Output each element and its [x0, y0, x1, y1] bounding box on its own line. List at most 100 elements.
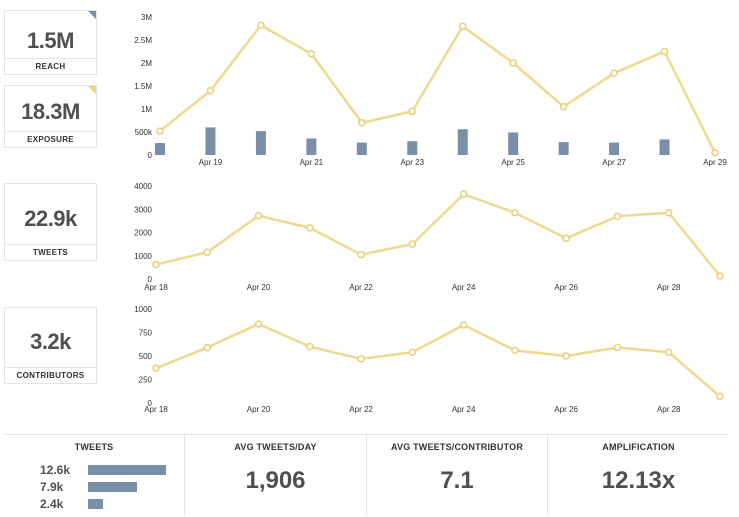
data-point — [408, 348, 417, 356]
data-point — [306, 342, 314, 351]
tweets-breakdown-panel: TWEETS 12.6k 7.9k 2.4k — [4, 435, 185, 515]
x-tick-label: Apr 28 — [657, 405, 681, 414]
data-point — [511, 208, 519, 217]
y-tick-label: 750 — [139, 329, 153, 338]
x-tick-label: Apr 28 — [657, 283, 681, 292]
bar-mark — [508, 132, 519, 155]
amplification-title: AMPLIFICATION — [602, 442, 675, 452]
amplification-panel: AMPLIFICATION 12.13x — [548, 435, 729, 515]
x-tick-label: Apr 23 — [400, 158, 424, 167]
data-point — [613, 343, 622, 352]
series-line — [159, 24, 717, 154]
x-tick-label: Apr 26 — [554, 283, 578, 292]
x-tick-label: Apr 19 — [199, 158, 223, 167]
data-point — [408, 240, 417, 248]
avg-tweets-day-panel: AVG TWEETS/DAY 1,906 — [185, 435, 367, 515]
bar-mark — [457, 129, 468, 155]
exposure-value: 18.3M — [21, 99, 80, 124]
y-tick-label: 0 — [148, 275, 153, 284]
bar-mark — [407, 141, 418, 155]
y-tick-label: 4000 — [134, 182, 152, 191]
data-point — [716, 392, 724, 401]
bar-mark — [155, 143, 165, 155]
data-point — [716, 272, 724, 280]
bar-mark — [356, 142, 367, 155]
tweets-breakdown-title: TWEETS — [74, 442, 114, 452]
x-tick-label: Apr 22 — [349, 405, 373, 414]
y-tick-label: 2.5M — [134, 36, 152, 45]
series-line — [155, 322, 721, 398]
x-tick-label: Apr 29 — [703, 158, 727, 167]
data-point — [254, 212, 263, 220]
tweets-label: TWEETS — [5, 244, 96, 260]
data-point — [152, 364, 160, 372]
contributors-label: CONTRIBUTORS — [5, 367, 96, 383]
reach-label: REACH — [5, 58, 96, 74]
data-point — [562, 234, 570, 243]
bar-mark — [659, 139, 670, 155]
data-point — [559, 102, 568, 111]
data-point — [408, 107, 417, 116]
tweets-breakdown-row-label: 2.4k — [40, 497, 64, 511]
avg-tweets-day-title: AVG TWEETS/DAY — [234, 442, 317, 452]
summary-footer: TWEETS 12.6k 7.9k 2.4k AVG TWEETS/DAY 1,… — [4, 434, 729, 515]
data-point — [613, 212, 622, 220]
x-tick-label: Apr 21 — [300, 158, 324, 167]
data-point — [458, 22, 467, 30]
data-point — [664, 208, 673, 217]
x-tick-label: Apr 22 — [349, 283, 373, 292]
data-point — [610, 69, 618, 77]
y-tick-label: 250 — [139, 376, 153, 385]
exposure-label: EXPOSURE — [5, 131, 96, 147]
avg-tweets-day-value: 1,906 — [245, 467, 306, 494]
data-point — [306, 224, 314, 232]
y-tick-label: 500 — [139, 352, 153, 361]
y-tick-label: 1.5M — [134, 82, 152, 91]
contributors-value: 3.2k — [30, 329, 71, 354]
bar-mark — [255, 131, 266, 155]
x-tick-label: Apr 18 — [144, 405, 168, 414]
data-point — [358, 119, 366, 127]
reach-corner-marker — [88, 11, 96, 19]
data-point — [152, 260, 160, 269]
y-tick-label: 2000 — [134, 229, 152, 238]
data-point — [206, 86, 215, 95]
tweets-breakdown-row-label: 12.6k — [40, 463, 71, 477]
avg-tweets-contributor-panel: AVG TWEETS/CONTRIBUTOR 7.1 — [367, 435, 548, 515]
bar-mark — [558, 142, 569, 155]
exposure-corner-marker — [88, 86, 96, 94]
y-tick-label: 0 — [148, 151, 153, 160]
data-point — [711, 148, 719, 157]
reach-card: 1.5M REACH — [4, 10, 97, 75]
bar-mark — [306, 138, 317, 155]
data-point — [203, 248, 212, 257]
tweets-breakdown-row-bar — [88, 482, 137, 492]
tweets-breakdown-row-bar — [88, 465, 166, 475]
x-tick-label: Apr 25 — [501, 158, 525, 167]
y-tick-label: 1M — [141, 105, 152, 114]
data-point — [156, 127, 164, 135]
data-point — [357, 250, 365, 259]
y-tick-label: 0 — [148, 399, 153, 408]
x-tick-label: Apr 27 — [602, 158, 626, 167]
x-tick-label: Apr 24 — [452, 283, 476, 292]
data-point — [562, 352, 570, 360]
x-tick-label: Apr 20 — [247, 283, 271, 292]
y-tick-label: 3M — [141, 13, 152, 22]
contributors-card: 3.2k CONTRIBUTORS — [4, 307, 97, 384]
reach-value: 1.5M — [27, 28, 74, 53]
x-tick-label: Apr 20 — [247, 405, 271, 414]
data-point — [664, 348, 673, 356]
tweets-value: 22.9k — [24, 206, 77, 231]
tweets-card: 22.9k TWEETS — [4, 183, 97, 261]
data-point — [357, 355, 365, 363]
y-tick-label: 1000 — [134, 252, 152, 261]
bar-mark — [609, 142, 620, 155]
data-point — [509, 59, 517, 67]
avg-tweets-contributor-title: AVG TWEETS/CONTRIBUTOR — [390, 442, 524, 452]
data-point — [257, 21, 265, 30]
series-line — [155, 192, 721, 277]
data-point — [307, 50, 316, 58]
data-point — [459, 321, 468, 329]
data-point — [511, 346, 519, 355]
